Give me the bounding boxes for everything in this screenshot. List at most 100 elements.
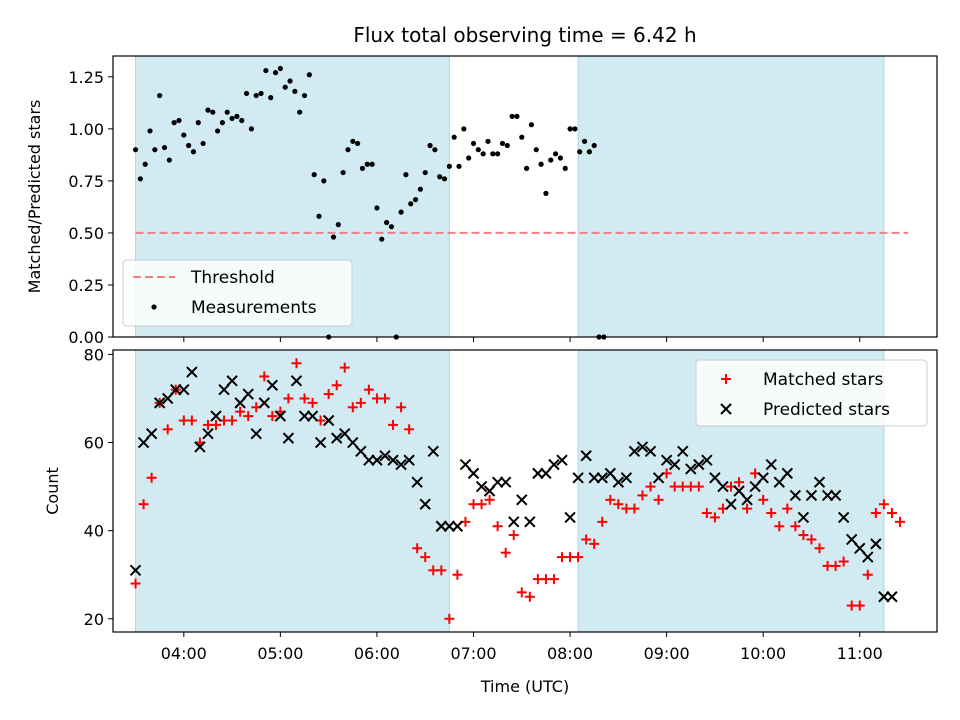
count-legend: Matched stars Predicted stars [695,359,928,427]
threshold-legend-label: Threshold [190,268,275,288]
predicted-stars-point [202,428,214,440]
y-tick-label: 0.00 [68,328,104,347]
matched-stars-point [339,362,350,373]
measurement-point [557,155,564,161]
predicted-stars-point [427,445,439,458]
measurement-point [446,163,452,169]
measurement-point [142,161,148,167]
measurement-point [186,142,192,149]
predicted-stars-point [226,375,238,387]
predicted-stars-point [644,445,657,458]
ratio-panel: 0.00 0.25 0.50 0.75 1.00 1.25 Matched/Predict… [25,55,938,347]
predicted-stars-point [604,467,617,480]
predicted-stars-point [314,436,327,449]
measurement-point [533,147,539,153]
x-tick-label: 04:00 [161,644,207,663]
predicted-stars-point [870,538,882,550]
predicted-stars-point [572,472,584,484]
ratio-legend: Threshold Measurements [122,259,353,327]
predicted-stars-point [693,458,705,471]
matched-stars-point [379,393,390,404]
matched-stars-point [894,516,905,527]
x-axis-label: Time (UTC) [480,677,569,696]
y-tick-label: 0.25 [68,276,104,295]
matched-stars-point [388,419,399,430]
measurement-point [509,113,515,119]
matched-stars-legend-swatch [721,374,731,384]
y-tick-label: 0.75 [68,172,104,191]
measurement-point [161,144,168,151]
predicted-stars-point [242,388,254,400]
matched-stars-point [693,481,704,492]
matched-stars-point [259,371,270,382]
matched-stars-point [130,578,141,589]
predicted-stars-point [355,445,367,458]
matched-stars-point [347,402,358,413]
predicted-stars-point [258,397,270,409]
measurement-point [383,219,390,226]
predicted-stars-point [652,472,665,484]
matched-stars-point [323,389,334,400]
y-tick-label: 60 [84,434,104,453]
predicted-stars-point [451,520,464,532]
matched-stars-point [516,587,527,598]
matched-stars-point [484,494,495,505]
predicted-stars-point [620,472,633,484]
measurement-point [461,126,467,132]
measurement-point [543,190,549,196]
predicted-stars-point [379,450,391,462]
predicted-stars-point [749,480,761,493]
matched-stars-point [742,503,753,514]
observing-window-1 [135,349,450,633]
measurement-point [335,222,341,228]
predicted-stars-point [628,445,641,458]
measurement-point [451,134,457,140]
predicted-stars-point [516,494,528,506]
predicted-stars-point [290,375,303,387]
measurement-point [422,169,428,176]
y-tick-label: 40 [84,522,104,541]
measurement-point [519,134,525,140]
predicted-stars-point [234,397,246,409]
matched-stars-point [331,380,342,391]
measurement-point [572,126,578,132]
matched-stars-point [645,481,656,492]
matched-stars-point [653,494,664,505]
predicted-stars-point [660,454,673,466]
measurement-point [456,163,462,169]
x-tick-label: 11:00 [837,644,883,663]
measurement-point [581,138,588,144]
predicted-stars-point [837,511,850,524]
matched-stars-point [581,534,592,545]
measurement-point [239,117,245,124]
chart-title: Flux total observing time = 6.42 h [353,23,696,47]
predicted-stars-point [773,476,785,488]
predicted-stars-point [282,432,295,444]
predicted-stars-point [162,392,174,405]
measurement-points [132,65,607,340]
predicted-stars-point [765,458,777,471]
predicted-stars-point [419,498,431,510]
predicted-stars-point [668,458,681,471]
measurement-point [219,120,226,126]
measurement-point [528,122,535,128]
measurement-point [311,172,317,178]
predicted-stars-point [347,436,359,449]
matched-stars-point [734,477,745,488]
predicted-stars-point [548,458,560,471]
matched-stars-point [637,490,648,501]
matched-stars-point [235,406,246,417]
measurement-point [524,165,530,171]
predicted-stars-point [475,480,488,493]
x-tick-label: 09:00 [644,644,690,663]
matched-stars-point [291,358,302,369]
matched-stars-point [404,424,415,435]
predicted-stars-point [387,454,399,466]
predicted-stars-point [556,454,568,466]
measurement-point [432,147,438,153]
predicted-stars-point [411,476,423,488]
predicted-stars-point [250,428,262,440]
predicted-stars-point [677,445,689,458]
matched-stars-point [476,499,487,510]
predicted-stars-point [467,467,480,480]
